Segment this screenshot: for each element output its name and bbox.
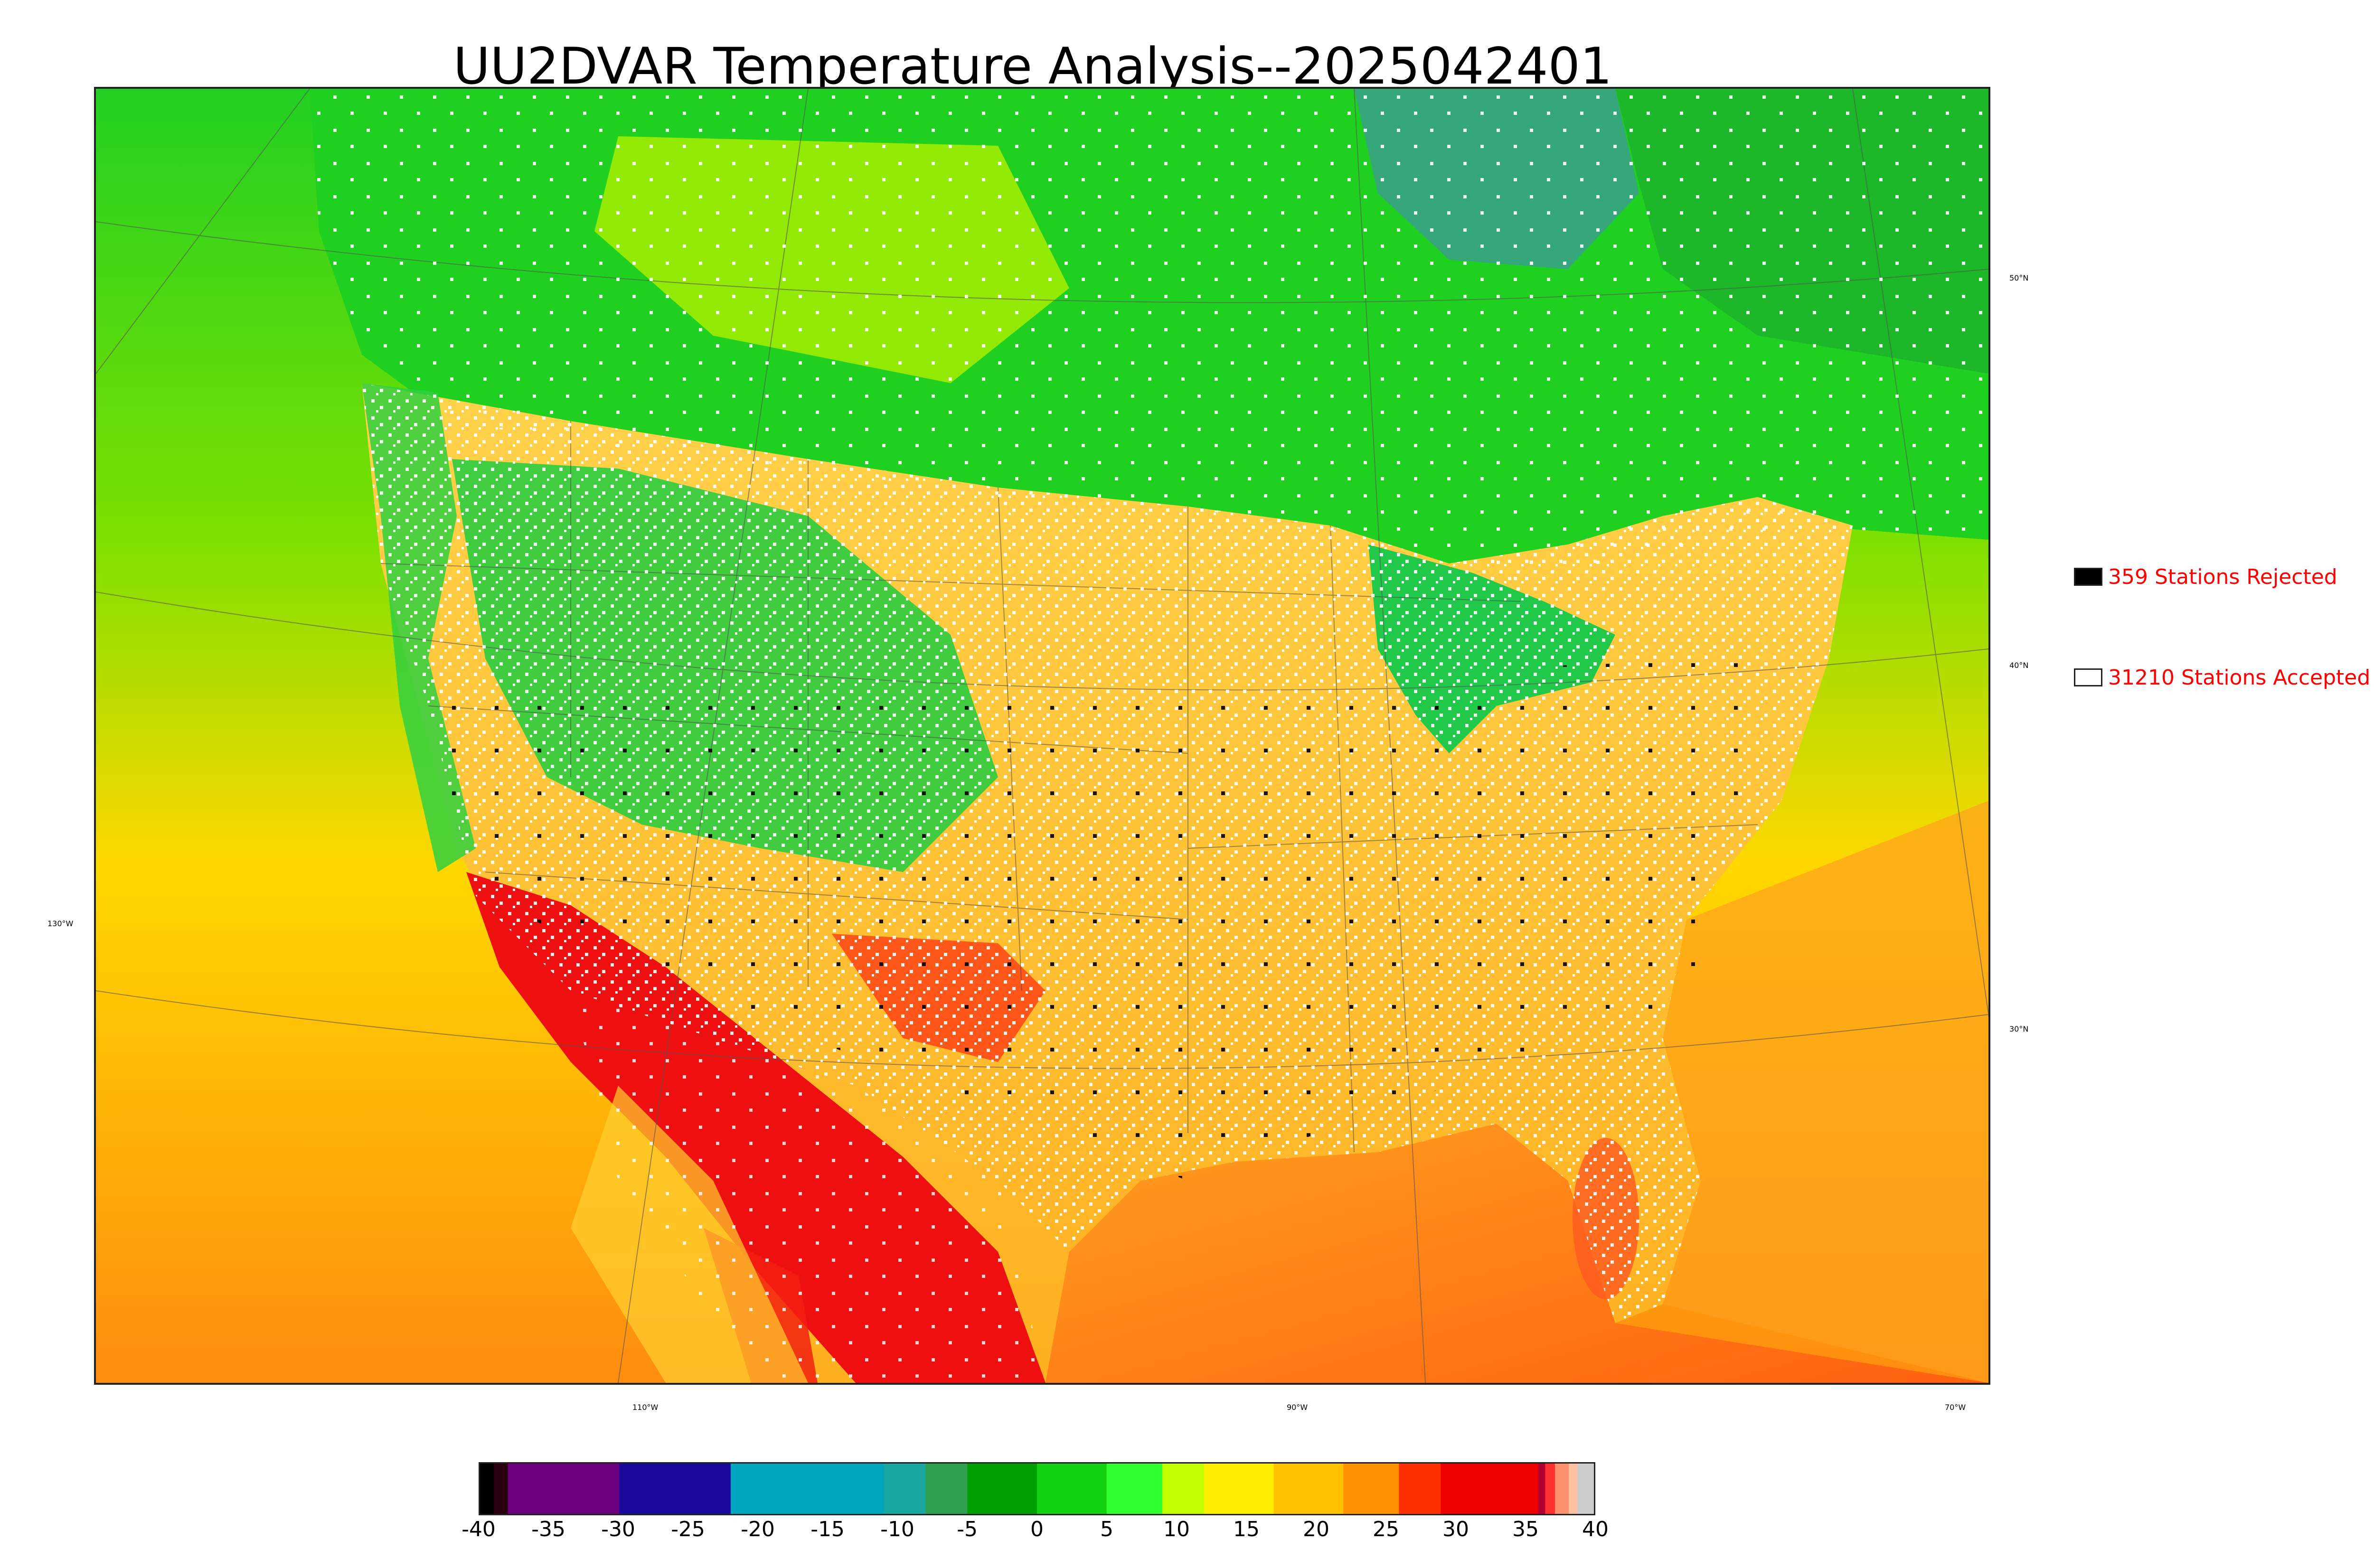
colorbar-band	[1538, 1464, 1545, 1514]
accepted-label: 31210 Stations Accepted	[2108, 666, 2371, 690]
colorbar-tick-label: 30	[1442, 1517, 1469, 1541]
colorbar-band	[1343, 1464, 1400, 1514]
atlantic-south	[1663, 801, 1988, 1383]
rejected-swatch	[2074, 568, 2102, 586]
colorbar-tick-label: -40	[462, 1517, 496, 1541]
colorbar-tick-label: 5	[1100, 1517, 1113, 1541]
colorbar-band	[1399, 1464, 1441, 1514]
colorbar-band	[730, 1464, 885, 1514]
colorbar-tick-label: -25	[671, 1517, 705, 1541]
colorbar-tick-label: -5	[957, 1517, 978, 1541]
lon-label-90w: 90°W	[1287, 1403, 1308, 1412]
gulf-of-mexico	[1046, 1124, 1988, 1383]
lat-label-50n: 50°N	[2009, 273, 2029, 282]
colorbar-band	[1162, 1464, 1205, 1514]
colorbar-tick-label: 15	[1233, 1517, 1260, 1541]
temperature-colorbar	[479, 1462, 1595, 1515]
colorbar-tick-label: -10	[880, 1517, 914, 1541]
colorbar-band	[508, 1464, 620, 1514]
lon-label-110w: 110°W	[632, 1403, 659, 1412]
colorbar-tick-label: 35	[1512, 1517, 1539, 1541]
colorbar-band	[619, 1464, 731, 1514]
colorbar-band	[967, 1464, 1037, 1514]
map-canvas	[96, 89, 1988, 1383]
accepted-swatch	[2074, 668, 2102, 686]
rejected-stations	[428, 658, 1758, 1181]
temperature-map[interactable]	[94, 87, 1990, 1385]
colorbar-tick-label: 40	[1582, 1517, 1609, 1541]
colorbar-tick-label: 20	[1303, 1517, 1329, 1541]
colorbar-tick-label: -30	[601, 1517, 635, 1541]
colorbar-band	[1569, 1464, 1578, 1514]
lat-label-30n: 30°N	[2009, 1024, 2029, 1033]
colorbar-tick-label: -15	[810, 1517, 845, 1541]
colorbar-band	[1204, 1464, 1274, 1514]
page-title: UU2DVAR Temperature Analysis--2025042401	[453, 37, 1612, 95]
colorbar-tick-label: -35	[531, 1517, 565, 1541]
colorbar-tick-label: 0	[1030, 1517, 1044, 1541]
accepted-stations-sparse	[310, 89, 1988, 582]
rejected-label: 359 Stations Rejected	[2108, 565, 2337, 589]
colorbar-band	[1554, 1464, 1569, 1514]
lat-label-40n: 40°N	[2009, 661, 2029, 670]
colorbar-band	[480, 1464, 494, 1514]
colorbar-band	[1441, 1464, 1539, 1514]
lon-label-70w: 70°W	[1945, 1403, 1966, 1412]
colorbar-band	[925, 1464, 968, 1514]
colorbar-band	[1545, 1464, 1555, 1514]
lon-label-130w: 130°W	[47, 919, 74, 928]
colorbar-band	[1106, 1464, 1163, 1514]
colorbar-band	[884, 1464, 926, 1514]
colorbar-band	[494, 1464, 509, 1514]
colorbar-band	[1577, 1464, 1594, 1514]
accepted-stations-mexico	[571, 991, 1046, 1383]
colorbar-tick-label: 10	[1163, 1517, 1190, 1541]
colorbar-band	[1037, 1464, 1107, 1514]
colorbar-tick-label: 25	[1373, 1517, 1399, 1541]
colorbar-bands	[480, 1464, 1594, 1514]
colorbar-tick-label: -20	[741, 1517, 775, 1541]
colorbar-band	[1273, 1464, 1344, 1514]
